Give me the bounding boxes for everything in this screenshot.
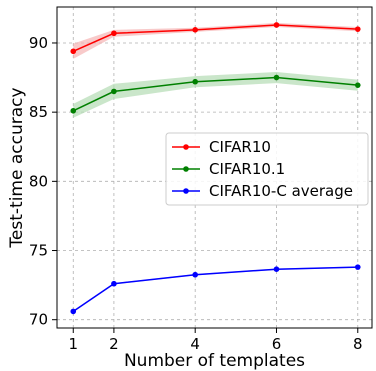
cifar10-c-average-point bbox=[192, 271, 198, 278]
y-tick-label: 85 bbox=[29, 103, 48, 121]
cifar10-1-point bbox=[354, 82, 361, 88]
cifar10-legend-marker bbox=[183, 144, 189, 150]
cifar10-1-band bbox=[73, 72, 358, 118]
cifar10-1-point bbox=[70, 107, 77, 114]
cifar10-point bbox=[192, 27, 198, 33]
cifar10-1-legend-marker bbox=[183, 166, 189, 172]
x-tick-label: 8 bbox=[353, 335, 363, 353]
x-axis-label: Number of templates bbox=[124, 351, 305, 371]
cifar10-1-legend-label: CIFAR10.1 bbox=[209, 160, 285, 178]
legend-box bbox=[165, 132, 369, 206]
x-tick-label: 1 bbox=[68, 335, 78, 353]
cifar10-legend-label: CIFAR10 bbox=[209, 138, 271, 156]
x-tick-label: 2 bbox=[109, 335, 119, 353]
y-tick-label: 70 bbox=[29, 311, 48, 329]
cifar10-c-average-point bbox=[273, 266, 280, 272]
y-tick-label: 75 bbox=[29, 242, 48, 260]
cifar10-c-average-legend-marker bbox=[183, 188, 189, 194]
cifar10-point bbox=[111, 30, 117, 37]
cifar10-1-point bbox=[273, 74, 280, 81]
cifar10-1-point bbox=[111, 88, 117, 95]
cifar10-c-average-point bbox=[70, 308, 77, 315]
series-points bbox=[70, 22, 361, 315]
x-tick-label: 4 bbox=[190, 335, 200, 353]
plot-frame bbox=[56, 6, 373, 329]
cifar10-c-average-line bbox=[72, 266, 358, 313]
legend: CIFAR10 CIFAR10.1 CIFAR10-C average bbox=[165, 132, 369, 206]
cifar10-c-average-point bbox=[354, 264, 361, 270]
cifar10-1-point bbox=[192, 78, 198, 85]
x-tick-label: 6 bbox=[272, 335, 282, 353]
cifar10-point bbox=[273, 22, 280, 28]
cifar10-point bbox=[70, 48, 77, 55]
y-tick-label: 90 bbox=[29, 34, 48, 52]
axis-ticks: 1 2 4 6 8 70 75 80 85 90 bbox=[29, 34, 363, 353]
y-axis-label: Test-time accuracy bbox=[7, 87, 27, 248]
cifar10-c-average-legend-label: CIFAR10-C average bbox=[209, 182, 353, 200]
y-tick-label: 80 bbox=[29, 172, 48, 190]
cifar10-c-average-point bbox=[111, 280, 117, 287]
cifar10-point bbox=[354, 26, 361, 32]
